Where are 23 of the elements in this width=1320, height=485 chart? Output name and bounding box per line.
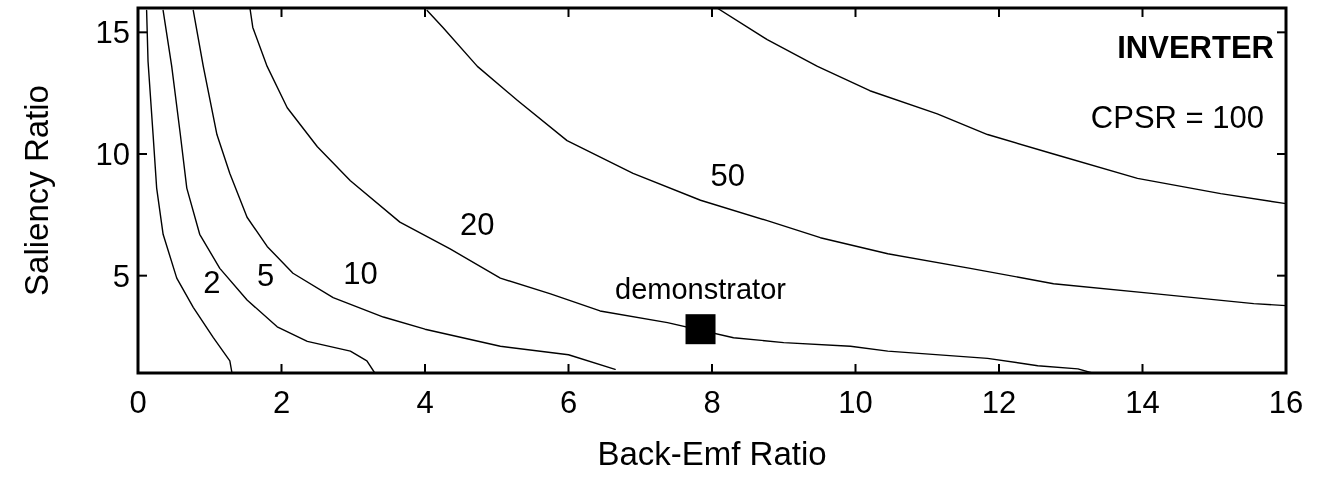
x-tick-label: 0	[129, 385, 147, 420]
y-axis-title: Saliency Ratio	[18, 85, 55, 296]
annotation: 10	[343, 255, 378, 291]
y-tick-label: 15	[95, 15, 130, 51]
x-tick-label: 6	[559, 385, 578, 420]
line-series	[192, 9, 616, 371]
x-tick-label: 2	[272, 385, 291, 420]
annotation: 20	[460, 206, 495, 242]
annotation: 2	[203, 265, 221, 301]
annotation: 5	[257, 258, 275, 293]
x-tick-label: 14	[1125, 385, 1160, 420]
x-tick-label: 8	[703, 385, 721, 420]
y-tick-label: 5	[112, 258, 130, 294]
x-tick-label: 12	[981, 385, 1017, 420]
x-tick-label: 10	[838, 385, 873, 420]
x-axis-title: Back-Emf Ratio	[597, 435, 827, 472]
text: INVERTER	[1117, 30, 1274, 65]
x-tick-label: 16	[1268, 385, 1304, 420]
annotation: 50	[710, 158, 745, 194]
y-tick-label: 10	[95, 137, 130, 172]
series-label: demonstrator	[615, 273, 787, 306]
x-tick-label: 4	[416, 385, 434, 420]
annotation: CPSR = 100	[1090, 100, 1264, 135]
